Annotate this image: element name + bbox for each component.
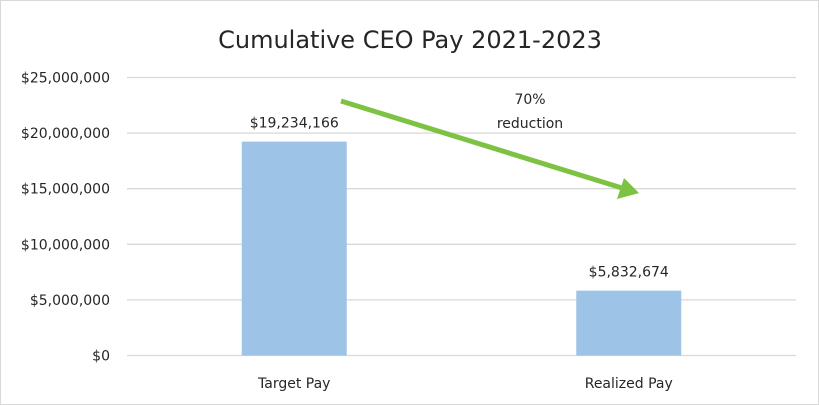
arrow-shaft	[340, 98, 623, 191]
y-tick-label: $5,000,000	[30, 293, 110, 309]
annotation-reduction: reduction	[497, 116, 563, 132]
x-tick-label: Realized Pay	[585, 376, 673, 392]
chart-title: Cumulative CEO Pay 2021-2023	[218, 26, 602, 54]
arrow-head-icon	[617, 178, 639, 199]
data-label: $5,832,674	[589, 265, 669, 281]
bar	[576, 290, 682, 356]
y-tick-label: $20,000,000	[21, 126, 110, 142]
bar	[241, 141, 347, 356]
y-tick-label: $0	[92, 349, 110, 365]
y-tick-label: $25,000,000	[21, 71, 110, 87]
y-tick-label: $15,000,000	[21, 182, 110, 198]
annotation-percent: 70%	[514, 92, 545, 108]
y-tick-label: $10,000,000	[21, 237, 110, 253]
reduction-arrow	[340, 98, 639, 199]
x-tick-label: Target Pay	[257, 376, 330, 392]
data-label: $19,234,166	[250, 116, 339, 132]
